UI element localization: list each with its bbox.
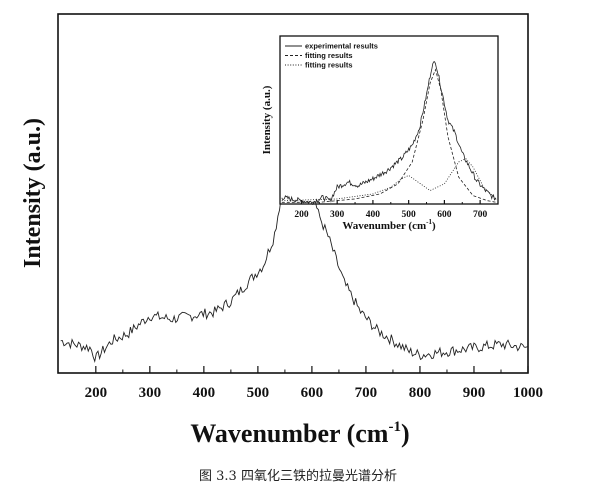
inset-x-tick-labels: 200 300 400 500 600 700 xyxy=(294,210,487,220)
legend-label-2: fitting results xyxy=(305,61,353,70)
main-plot: 200 300 400 500 600 700 800 900 1000 Wavenumber … xyxy=(20,13,543,448)
inset-x-axis-title: Wavenumber (cm-1) xyxy=(342,218,436,232)
legend-label-0: experimental results xyxy=(305,42,378,51)
x-tick-label-700: 700 xyxy=(355,385,378,401)
series-line-0 xyxy=(281,61,497,205)
x-tick-label-200: 200 xyxy=(294,210,309,220)
main-plot-frame xyxy=(57,13,529,374)
inset-y-axis-title: Intensity (a.u.) xyxy=(261,85,273,154)
series-line-1 xyxy=(281,68,497,203)
figure-caption: 图 3.3 四氧化三铁的拉曼光谱分析 xyxy=(199,469,397,484)
x-tick-label-700: 700 xyxy=(473,210,488,220)
x-tick-label-500: 500 xyxy=(247,385,270,401)
inset-plot: 200 300 400 500 600 700 experimental resultsf… xyxy=(261,35,499,232)
x-tick-label-900: 900 xyxy=(463,385,486,401)
inset-plot-frame xyxy=(279,35,499,205)
x-tick-label-400: 400 xyxy=(366,210,381,220)
x-tick-label-800: 800 xyxy=(409,385,432,401)
main-x-ticks xyxy=(95,366,529,373)
x-tick-label-300: 300 xyxy=(139,385,162,401)
x-tick-label-200: 200 xyxy=(85,385,108,401)
x-tick-label-500: 500 xyxy=(402,210,417,220)
legend-label-1: fitting results xyxy=(305,51,353,60)
x-tick-label-1000: 1000 xyxy=(513,385,543,401)
x-tick-label-600: 600 xyxy=(301,385,324,401)
main-x-tick-labels: 200 300 400 500 600 700 800 900 1000 xyxy=(85,385,543,401)
x-tick-label-300: 300 xyxy=(330,210,345,220)
main-y-axis-title: Intensity (a.u.) xyxy=(20,118,46,268)
main-x-axis-title: Wavenumber (cm-1) xyxy=(190,419,409,448)
x-tick-label-600: 600 xyxy=(437,210,452,220)
inset-series xyxy=(281,61,497,205)
x-tick-label-400: 400 xyxy=(193,385,216,401)
